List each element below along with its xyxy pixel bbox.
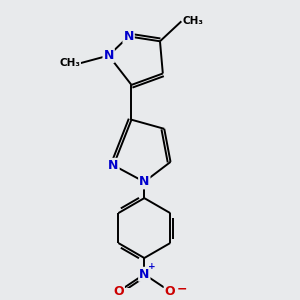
- Text: N: N: [139, 176, 149, 188]
- Text: −: −: [177, 282, 187, 295]
- Text: N: N: [123, 30, 134, 43]
- Text: O: O: [113, 285, 124, 298]
- Text: N: N: [139, 268, 149, 281]
- Text: CH₃: CH₃: [59, 58, 80, 68]
- Text: N: N: [103, 49, 114, 62]
- Text: O: O: [165, 285, 175, 298]
- Text: +: +: [148, 262, 155, 271]
- Text: N: N: [108, 159, 119, 172]
- Text: CH₃: CH₃: [183, 16, 204, 26]
